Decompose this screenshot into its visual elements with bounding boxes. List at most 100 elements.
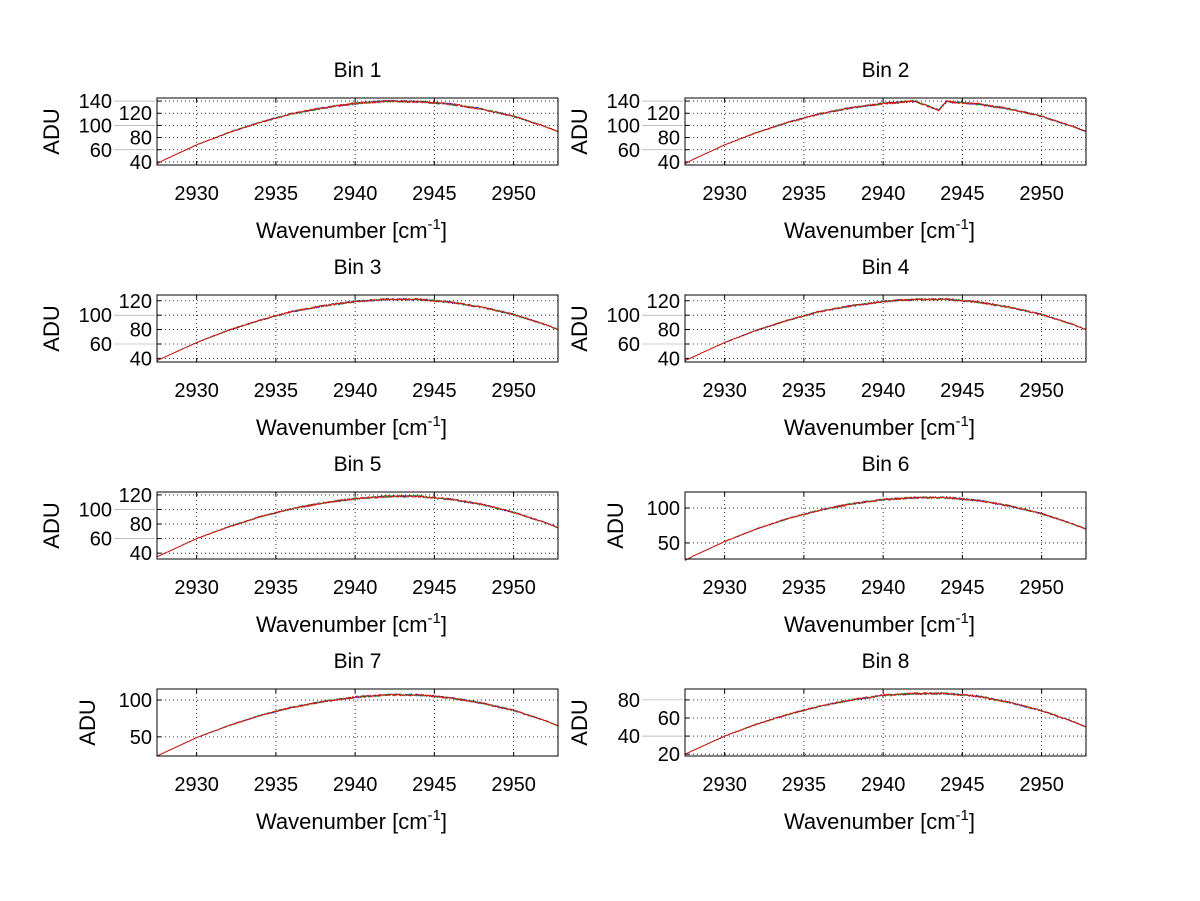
x-tick-label: 2935 bbox=[782, 774, 827, 796]
data-series-line bbox=[684, 691, 1087, 755]
x-axis-label-superscript: -1 bbox=[428, 610, 441, 627]
x-tick-label: 2945 bbox=[412, 183, 457, 205]
y-tick-label: 100 bbox=[79, 305, 112, 327]
y-tick-label: 40 bbox=[618, 726, 640, 748]
y-tick-label: 120 bbox=[647, 103, 680, 125]
x-tick-label: 2950 bbox=[491, 577, 536, 599]
x-tick-label: 2945 bbox=[412, 380, 457, 402]
x-axis-label-end: ] bbox=[969, 612, 975, 637]
x-axis-label-superscript: -1 bbox=[956, 413, 969, 430]
y-tick-label: 120 bbox=[119, 485, 152, 507]
x-tick-label: 2940 bbox=[861, 380, 906, 402]
x-tick-label: 2945 bbox=[940, 183, 985, 205]
y-tick-label: 140 bbox=[79, 91, 112, 113]
y-tick-label: 40 bbox=[658, 348, 680, 370]
x-axis-label-end: ] bbox=[969, 218, 975, 243]
y-tick-label: 40 bbox=[130, 543, 152, 565]
subplot-bin-6: 2930 2935 2940 2945 2950 50 100 Bin 6 Wavenumber… bbox=[603, 453, 1087, 637]
x-axis-label-end: ] bbox=[441, 809, 447, 834]
x-axis-label: Wavenumber [cm-1] bbox=[784, 807, 975, 834]
x-tick-label: 2930 bbox=[702, 577, 747, 599]
subplot-bin-2: 2930 2935 2940 2945 2950 40 60 80 100 120 140 Bin 2… bbox=[567, 59, 1087, 243]
subplot-title: Bin 2 bbox=[862, 59, 910, 82]
x-tick-label: 2930 bbox=[702, 380, 747, 402]
x-axis-label: Wavenumber [cm-1] bbox=[784, 413, 975, 440]
x-axis-label-text: Wavenumber [cm bbox=[256, 218, 428, 243]
x-tick-label: 2935 bbox=[782, 380, 827, 402]
x-tick-label: 2945 bbox=[940, 577, 985, 599]
x-axis-label: Wavenumber [cm-1] bbox=[256, 610, 447, 637]
x-tick-label: 2935 bbox=[254, 577, 299, 599]
x-tick-label: 2950 bbox=[491, 774, 536, 796]
x-axis-label-superscript: -1 bbox=[956, 610, 969, 627]
x-tick-label: 2950 bbox=[1019, 380, 1064, 402]
y-tick-label: 50 bbox=[130, 727, 152, 749]
subplot-title: Bin 4 bbox=[862, 256, 910, 279]
y-tick-label: 80 bbox=[658, 128, 680, 150]
data-series-line bbox=[156, 99, 559, 165]
data-series-line bbox=[156, 297, 559, 361]
x-tick-label: 2950 bbox=[1019, 774, 1064, 796]
x-tick-label: 2940 bbox=[333, 380, 378, 402]
x-tick-label: 2930 bbox=[174, 380, 219, 402]
x-tick-label: 2945 bbox=[412, 774, 457, 796]
x-tick-label: 2950 bbox=[491, 183, 536, 205]
x-axis-label-superscript: -1 bbox=[428, 807, 441, 824]
x-axis-label-text: Wavenumber [cm bbox=[784, 218, 956, 243]
y-tick-label: 120 bbox=[119, 103, 152, 125]
subplot-bin-3: 2930 2935 2940 2945 2950 40 60 80 100 120 Bin 3 Wav… bbox=[39, 256, 559, 440]
data-series-line bbox=[684, 691, 1087, 755]
data-series-line bbox=[684, 495, 1087, 561]
x-axis-label-superscript: -1 bbox=[428, 216, 441, 233]
x-axis-label: Wavenumber [cm-1] bbox=[784, 610, 975, 637]
y-tick-label: 20 bbox=[658, 744, 680, 766]
axes-box bbox=[684, 688, 1087, 757]
axes-box bbox=[156, 491, 559, 560]
y-axis-label: ADU bbox=[567, 699, 592, 745]
data-series-line bbox=[156, 693, 559, 757]
x-tick-label: 2940 bbox=[861, 577, 906, 599]
subplot-bin-4: 2930 2935 2940 2945 2950 40 60 80 100 120 Bin 4 Wav… bbox=[567, 256, 1087, 440]
y-tick-label: 80 bbox=[658, 320, 680, 342]
x-tick-label: 2950 bbox=[1019, 577, 1064, 599]
data-series-line bbox=[684, 495, 1087, 561]
y-axis-label: ADU bbox=[603, 502, 628, 548]
x-tick-label: 2930 bbox=[702, 183, 747, 205]
y-tick-label: 80 bbox=[130, 514, 152, 536]
subplot-title: Bin 5 bbox=[334, 453, 382, 476]
x-tick-label: 2940 bbox=[333, 577, 378, 599]
data-series-line bbox=[156, 99, 559, 165]
x-axis-label-text: Wavenumber [cm bbox=[256, 415, 428, 440]
y-tick-label: 60 bbox=[618, 140, 640, 162]
x-tick-label: 2935 bbox=[254, 774, 299, 796]
axes-box bbox=[684, 491, 1087, 560]
x-axis-label-end: ] bbox=[969, 415, 975, 440]
data-series-line bbox=[156, 693, 559, 757]
data-series-line bbox=[684, 496, 1087, 561]
data-series-line bbox=[684, 100, 1087, 165]
x-axis-label: Wavenumber [cm-1] bbox=[256, 413, 447, 440]
subplot-title: Bin 8 bbox=[862, 650, 910, 673]
y-axis-label: ADU bbox=[567, 305, 592, 351]
axes-box bbox=[684, 97, 1087, 166]
subplot-bin-7: 2930 2935 2940 2945 2950 50 100 Bin 7 Wavenumber… bbox=[75, 650, 559, 834]
x-axis-label-text: Wavenumber [cm bbox=[784, 415, 956, 440]
y-tick-label: 40 bbox=[130, 348, 152, 370]
y-tick-label: 80 bbox=[130, 320, 152, 342]
x-tick-label: 2940 bbox=[333, 183, 378, 205]
data-series-line bbox=[684, 99, 1087, 165]
y-tick-label: 40 bbox=[658, 152, 680, 174]
data-series-line bbox=[156, 494, 559, 558]
y-axis-label: ADU bbox=[39, 108, 64, 154]
y-tick-label: 100 bbox=[119, 690, 152, 712]
y-axis-label: ADU bbox=[39, 305, 64, 351]
x-tick-label: 2930 bbox=[174, 774, 219, 796]
x-tick-label: 2930 bbox=[174, 577, 219, 599]
y-tick-label: 140 bbox=[607, 91, 640, 113]
y-tick-label: 100 bbox=[79, 115, 112, 137]
y-tick-label: 60 bbox=[90, 529, 112, 551]
y-tick-label: 60 bbox=[90, 140, 112, 162]
x-tick-label: 2935 bbox=[782, 577, 827, 599]
x-axis-label-text: Wavenumber [cm bbox=[256, 809, 428, 834]
subplot-title: Bin 3 bbox=[334, 256, 382, 279]
